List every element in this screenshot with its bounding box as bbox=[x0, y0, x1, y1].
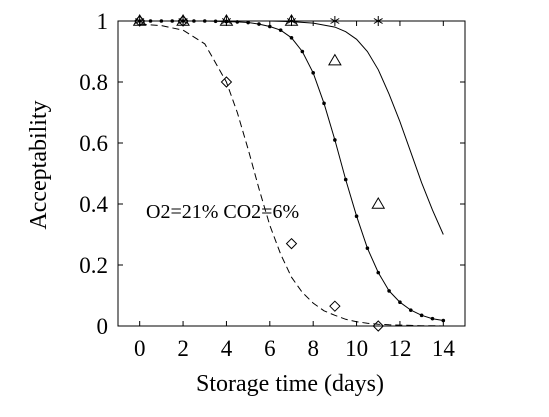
star-stroke bbox=[286, 18, 297, 24]
y-tick-label: 0 bbox=[97, 314, 109, 339]
x-tick-label: 2 bbox=[177, 336, 189, 361]
dot-point bbox=[202, 19, 207, 23]
condition-annotation: O2=21% CO2=6% bbox=[146, 201, 299, 223]
x-tick-label: 6 bbox=[264, 336, 276, 361]
x-tick-label: 12 bbox=[388, 336, 411, 361]
diamond-point bbox=[220, 76, 233, 88]
dot-point bbox=[278, 28, 283, 32]
y-tick-label: 0.2 bbox=[79, 253, 108, 278]
triangle-point bbox=[371, 197, 386, 209]
tick-marks bbox=[118, 20, 465, 327]
y-tick-label: 0.6 bbox=[79, 131, 108, 156]
dot-point bbox=[419, 313, 424, 318]
star-stroke bbox=[373, 18, 383, 24]
star-stroke bbox=[221, 18, 232, 24]
dot-point bbox=[365, 246, 370, 251]
dashed-line-path bbox=[139, 23, 444, 327]
dot-point bbox=[333, 138, 337, 142]
star-point bbox=[373, 16, 383, 26]
dot-point bbox=[354, 214, 359, 218]
x-tick-label: 0 bbox=[134, 336, 146, 361]
plot-area-frame bbox=[117, 20, 466, 327]
dot-point bbox=[213, 19, 218, 24]
dot-point bbox=[376, 270, 381, 275]
tick-labels: 0 2 4 6 8 10 12 14 0 0.2 0.4 0.6 0.8 1 bbox=[79, 9, 455, 361]
diamond-point bbox=[372, 320, 384, 332]
dot-point bbox=[311, 71, 315, 75]
x-axis-label: Storage time (days) bbox=[196, 371, 384, 397]
x-tick-label: 8 bbox=[307, 336, 319, 361]
diamond-point bbox=[329, 300, 341, 312]
x-tick-label: 4 bbox=[221, 336, 233, 361]
series-markers bbox=[132, 14, 446, 332]
dot-point bbox=[257, 22, 261, 26]
star-stroke bbox=[178, 18, 188, 24]
star-point bbox=[286, 16, 297, 26]
x-tick-label: 14 bbox=[432, 336, 456, 361]
y-axis-label: Acceptability bbox=[26, 100, 52, 229]
dot-point bbox=[430, 316, 435, 321]
y-tick-label: 1 bbox=[97, 9, 109, 34]
star-stroke bbox=[330, 18, 340, 24]
dot-point bbox=[148, 19, 153, 23]
star-stroke bbox=[135, 18, 145, 24]
dot-point bbox=[170, 19, 175, 23]
dot-point bbox=[398, 300, 402, 305]
line-with-dots-path bbox=[139, 20, 444, 321]
dot-point bbox=[343, 177, 348, 182]
dot-point bbox=[246, 20, 250, 25]
dot-point bbox=[235, 20, 240, 24]
x-tick-label: 10 bbox=[345, 336, 368, 361]
dot-point bbox=[300, 49, 305, 54]
dot-point bbox=[192, 19, 196, 23]
star-point bbox=[221, 16, 232, 26]
series-lines bbox=[139, 20, 444, 327]
solid-line-path bbox=[139, 20, 444, 235]
star-point bbox=[330, 16, 340, 26]
dot-point bbox=[441, 318, 446, 323]
y-tick-label: 0.4 bbox=[79, 192, 108, 217]
dot-point bbox=[408, 308, 413, 312]
triangle-point bbox=[328, 53, 342, 66]
star-point bbox=[135, 16, 145, 26]
y-tick-label: 0.8 bbox=[79, 70, 108, 95]
dot-point bbox=[159, 19, 164, 23]
dot-point bbox=[387, 289, 391, 293]
star-point bbox=[178, 16, 188, 26]
diamond-point bbox=[285, 237, 298, 250]
dot-point bbox=[289, 35, 294, 40]
dot-point bbox=[268, 24, 272, 29]
dot-point bbox=[322, 101, 326, 106]
